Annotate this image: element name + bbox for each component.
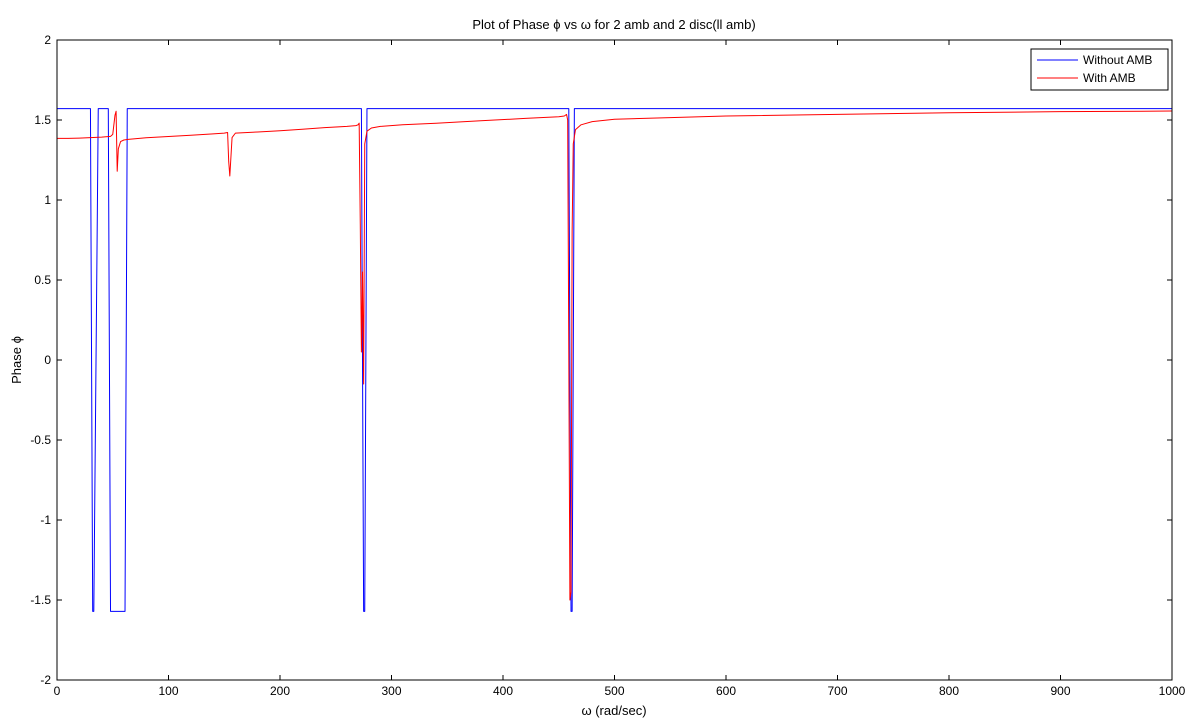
x-tick-label: 0 bbox=[54, 684, 61, 698]
x-tick-label: 1000 bbox=[1159, 684, 1186, 698]
y-axis-title: Phase ϕ bbox=[9, 336, 24, 384]
x-tick-label: 800 bbox=[939, 684, 959, 698]
legend-label-with-amb: With AMB bbox=[1083, 71, 1136, 85]
x-tick-label: 400 bbox=[493, 684, 513, 698]
x-tick-label: 500 bbox=[604, 684, 624, 698]
y-tick-label: -0.5 bbox=[30, 433, 51, 447]
x-tick-label: 200 bbox=[270, 684, 290, 698]
x-axis-ticks: 0 100 200 300 400 500 600 700 800 900 1000 bbox=[54, 40, 1186, 698]
y-tick-label: 1 bbox=[44, 193, 51, 207]
y-tick-label: -1.5 bbox=[30, 593, 51, 607]
x-tick-label: 700 bbox=[827, 684, 847, 698]
x-tick-label: 100 bbox=[158, 684, 178, 698]
y-tick-label: -2 bbox=[40, 673, 51, 687]
x-axis-title: ω (rad/sec) bbox=[581, 703, 646, 718]
plot-frame bbox=[56, 39, 1173, 681]
y-tick-label: -1 bbox=[40, 513, 51, 527]
y-tick-label: 2 bbox=[44, 33, 51, 47]
series-line-without-amb bbox=[57, 108, 1172, 612]
legend-box bbox=[1030, 48, 1169, 91]
x-tick-label: 300 bbox=[381, 684, 401, 698]
legend-label-without-amb: Without AMB bbox=[1083, 53, 1152, 67]
series-layer bbox=[57, 108, 1173, 612]
y-tick-label: 1.5 bbox=[34, 113, 51, 127]
y-tick-label: 0.5 bbox=[34, 273, 51, 287]
plot-area bbox=[57, 40, 1172, 680]
y-axis-ticks: -2 -1.5 -1 -0.5 0 0.5 1 1.5 2 bbox=[30, 33, 1172, 687]
x-tick-label: 600 bbox=[716, 684, 736, 698]
series-line-with-amb bbox=[57, 110, 1173, 601]
x-tick-label: 900 bbox=[1050, 684, 1070, 698]
legend: Without AMB With AMB bbox=[1030, 48, 1169, 91]
chart-title: Plot of Phase ϕ vs ω for 2 amb and 2 dis… bbox=[472, 17, 755, 32]
y-tick-label: 0 bbox=[44, 353, 51, 367]
